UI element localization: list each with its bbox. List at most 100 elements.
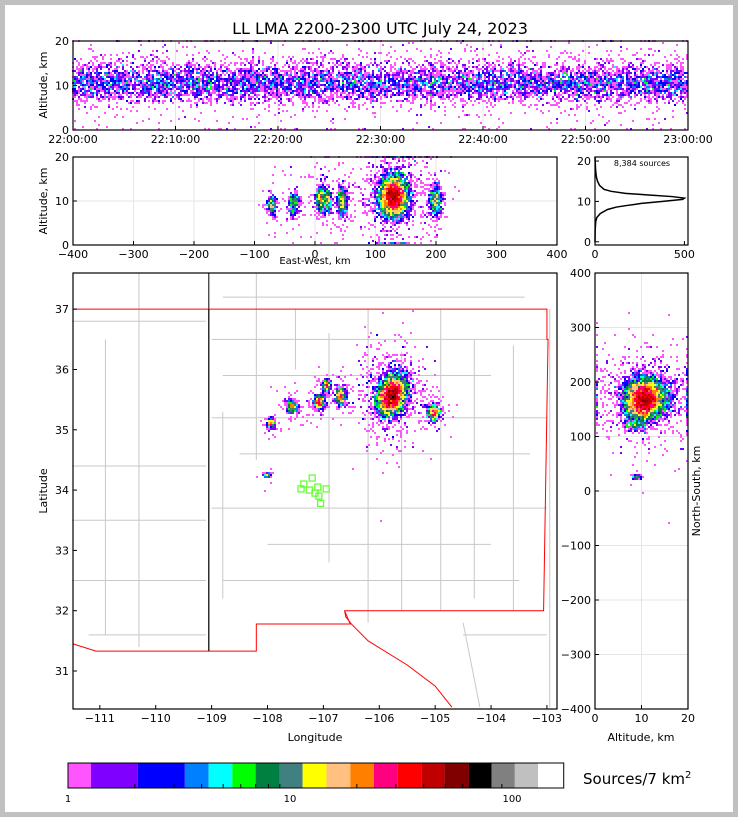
source-density-cell bbox=[580, 88, 582, 90]
source-density-cell bbox=[634, 72, 636, 74]
source-density-cell bbox=[224, 66, 226, 68]
source-density-cell bbox=[664, 88, 666, 90]
source-density-cell bbox=[312, 76, 314, 78]
source-density-cell bbox=[682, 96, 684, 98]
source-density-cell bbox=[198, 98, 200, 100]
source-density-cell bbox=[304, 66, 306, 68]
source-density-cell bbox=[364, 96, 366, 98]
source-density-cell bbox=[676, 68, 678, 70]
source-density-cell bbox=[80, 82, 82, 84]
source-density-cell bbox=[120, 86, 122, 88]
source-density-cell bbox=[306, 80, 308, 82]
source-density-cell bbox=[682, 68, 684, 70]
source-density-cell bbox=[310, 62, 312, 64]
source-density-cell bbox=[134, 80, 136, 82]
source-density-cell bbox=[584, 88, 586, 90]
source-density-cell bbox=[80, 70, 82, 72]
source-density-cell bbox=[342, 68, 344, 70]
source-density-cell bbox=[140, 90, 142, 92]
source-density-cell bbox=[306, 74, 308, 76]
source-density-cell bbox=[368, 86, 370, 88]
source-density-cell bbox=[150, 88, 152, 90]
source-density-cell bbox=[386, 74, 388, 76]
source-density-cell bbox=[112, 86, 114, 88]
source-density-cell bbox=[574, 78, 576, 80]
source-density-cell bbox=[514, 70, 516, 72]
source-density-cell bbox=[436, 74, 438, 76]
source-density-cell bbox=[646, 100, 648, 102]
source-density-cell bbox=[260, 88, 262, 90]
source-density-cell bbox=[640, 74, 642, 76]
source-density-cell bbox=[194, 66, 196, 68]
source-density-cell bbox=[88, 72, 90, 74]
source-density-cell bbox=[348, 84, 350, 86]
source-density-cell bbox=[624, 66, 626, 68]
source-density-cell bbox=[124, 84, 126, 86]
source-density-cell bbox=[188, 76, 190, 78]
source-density-cell bbox=[644, 82, 646, 84]
source-density-cell bbox=[210, 60, 212, 62]
source-density-cell bbox=[106, 84, 108, 86]
source-density-cell bbox=[214, 76, 216, 78]
source-density-cell bbox=[116, 92, 118, 94]
source-density-cell bbox=[434, 78, 436, 80]
source-density-cell bbox=[626, 102, 628, 104]
source-density-cell bbox=[378, 80, 380, 82]
source-density-cell bbox=[644, 90, 646, 92]
source-density-cell bbox=[628, 66, 630, 68]
source-density-cell bbox=[640, 90, 642, 92]
source-density-cell bbox=[350, 82, 352, 84]
source-density-cell bbox=[252, 70, 254, 72]
source-density-cell bbox=[482, 84, 484, 86]
source-density-cell bbox=[620, 84, 622, 86]
source-density-cell bbox=[392, 76, 394, 78]
source-density-cell bbox=[592, 84, 594, 86]
source-density-cell bbox=[354, 62, 356, 64]
source-density-cell bbox=[372, 100, 374, 102]
source-density-cell bbox=[620, 82, 622, 84]
source-density-cell bbox=[310, 82, 312, 84]
source-density-cell bbox=[314, 98, 316, 100]
source-density-cell bbox=[264, 80, 266, 82]
source-density-cell bbox=[634, 104, 636, 106]
source-density-cell bbox=[96, 98, 98, 100]
source-density-cell bbox=[548, 72, 550, 74]
source-density-cell bbox=[308, 62, 310, 64]
source-density-cell bbox=[180, 80, 182, 82]
source-density-cell bbox=[584, 96, 586, 98]
source-density-cell bbox=[172, 96, 174, 98]
source-density-cell bbox=[476, 86, 478, 88]
source-density-cell bbox=[558, 106, 560, 108]
source-density-cell bbox=[172, 88, 174, 90]
source-density-cell bbox=[288, 98, 290, 100]
source-density-cell bbox=[184, 68, 186, 70]
source-density-cell bbox=[350, 72, 352, 74]
source-density-cell bbox=[588, 78, 590, 80]
source-density-cell bbox=[472, 70, 474, 72]
source-density-cell bbox=[366, 98, 368, 100]
source-density-cell bbox=[462, 64, 464, 66]
source-density-cell bbox=[476, 68, 478, 70]
source-density-cell bbox=[82, 126, 84, 128]
source-density-cell bbox=[544, 88, 546, 90]
source-density-cell bbox=[478, 78, 480, 80]
source-density-cell bbox=[176, 76, 178, 78]
source-density-cell bbox=[90, 106, 92, 108]
source-density-cell bbox=[206, 84, 208, 86]
source-density-cell bbox=[564, 68, 566, 70]
source-density-cell bbox=[128, 74, 130, 76]
source-density-cell bbox=[86, 98, 88, 100]
source-density-cell bbox=[130, 62, 132, 64]
source-density-cell bbox=[348, 80, 350, 82]
source-density-cell bbox=[182, 84, 184, 86]
source-density-cell bbox=[448, 92, 450, 94]
source-density-cell bbox=[280, 86, 282, 88]
source-density-cell bbox=[118, 90, 120, 92]
source-density-cell bbox=[304, 72, 306, 74]
source-density-cell bbox=[144, 58, 146, 60]
source-density-cell bbox=[560, 84, 562, 86]
source-density-cell bbox=[96, 90, 98, 92]
source-density-cell bbox=[198, 64, 200, 66]
source-density-cell bbox=[250, 66, 252, 68]
source-density-cell bbox=[118, 74, 120, 76]
